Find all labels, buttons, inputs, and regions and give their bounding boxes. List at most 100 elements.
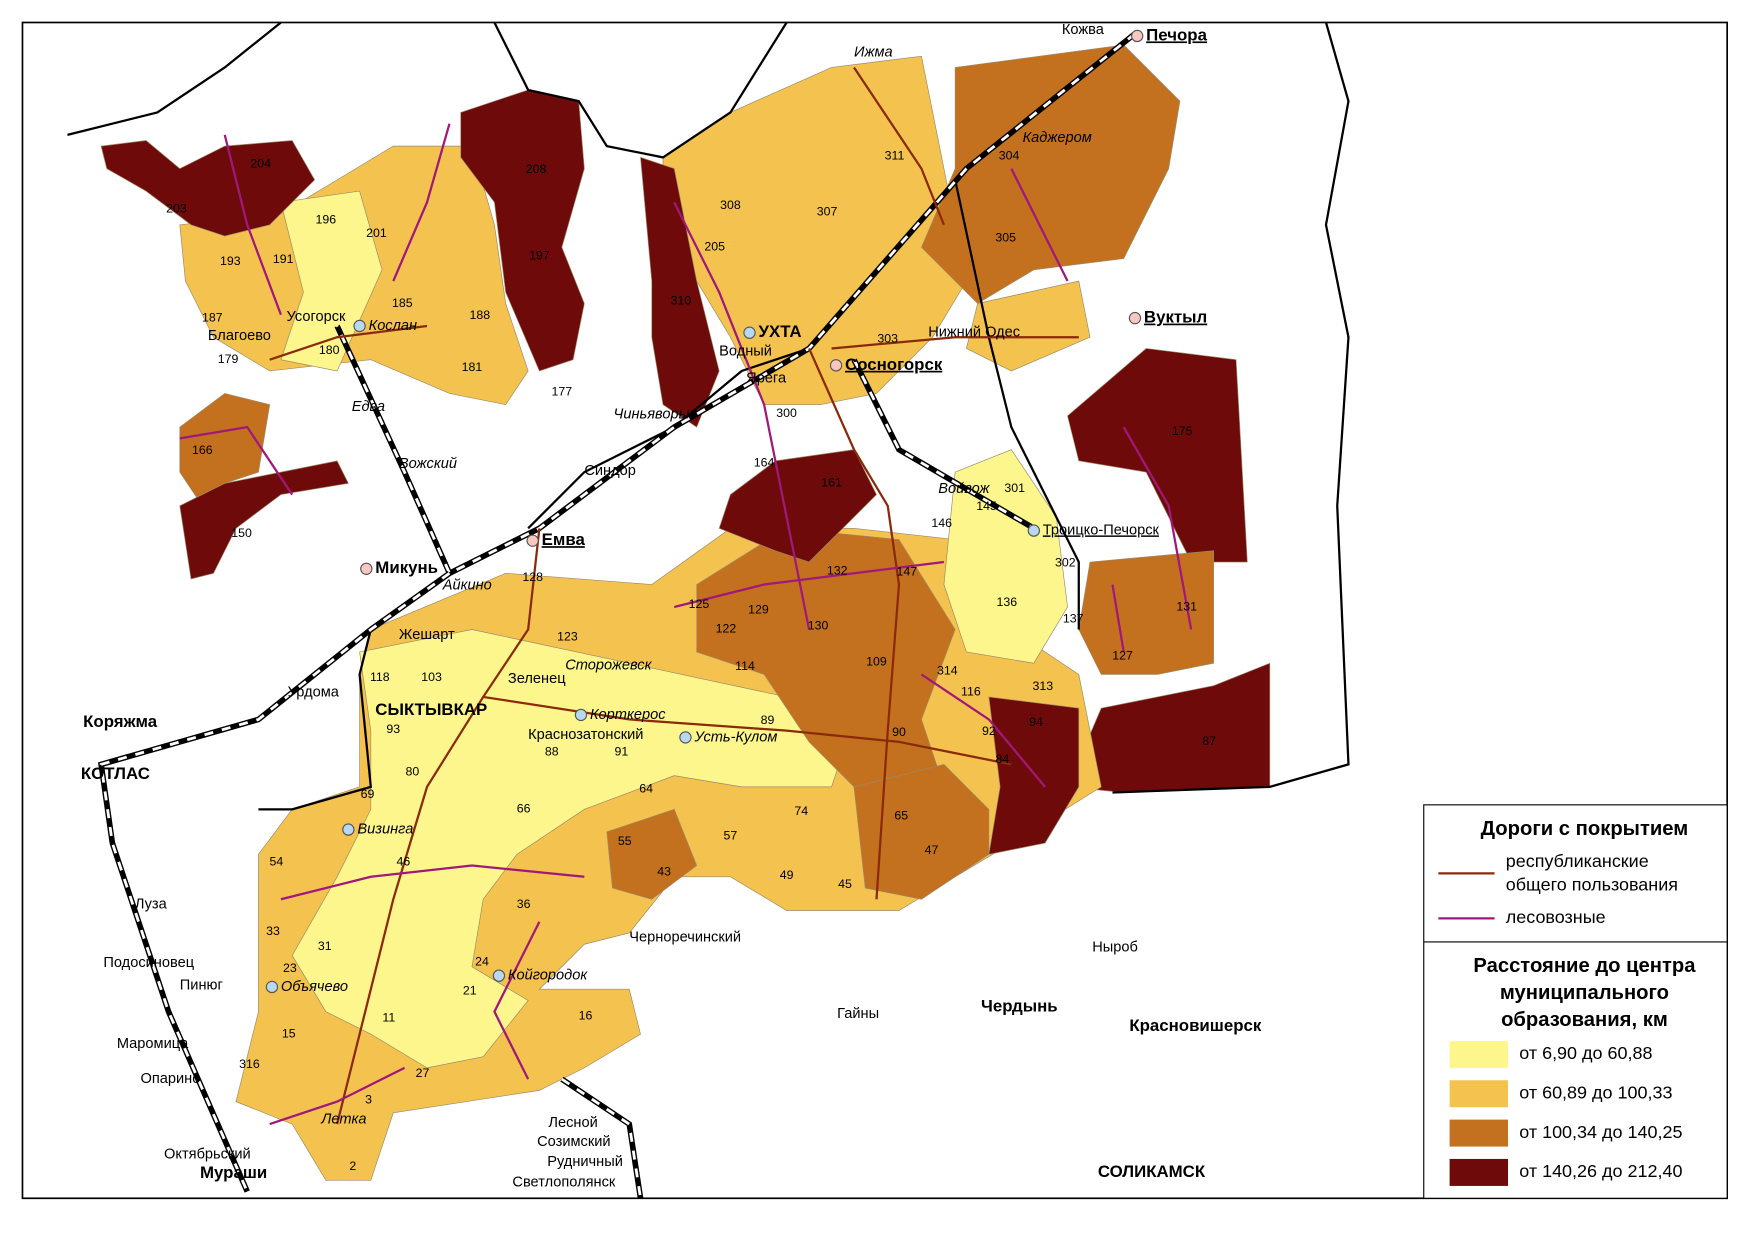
- road: [673, 560, 945, 609]
- zone-label: 201: [366, 226, 387, 240]
- city-label: Краснозатонский: [528, 727, 643, 743]
- zone-label: 94: [1029, 715, 1043, 729]
- zone-label: 23: [283, 961, 297, 975]
- city-marker: [1128, 311, 1142, 325]
- legend-label: от 60,89 до 100,33: [1519, 1082, 1672, 1102]
- zone-label: 92: [982, 724, 996, 738]
- city-label: Вуктыл: [1144, 308, 1207, 327]
- city-label: Печора: [1146, 25, 1207, 44]
- zone-label: 93: [386, 722, 400, 736]
- zone-label: 118: [370, 670, 390, 684]
- zone-label: 127: [1112, 649, 1133, 663]
- zone-label: 84: [995, 752, 1009, 766]
- road: [853, 66, 945, 226]
- zone-label: 64: [639, 781, 653, 795]
- city-label: Усогорск: [287, 309, 346, 325]
- road: [1122, 426, 1193, 630]
- city-label: Айкино: [442, 578, 492, 594]
- railway: [335, 32, 1136, 576]
- zone-label: 2: [349, 1159, 356, 1173]
- road: [179, 425, 294, 496]
- legend-label: от 100,34 до 140,25: [1519, 1122, 1682, 1142]
- railway: [99, 572, 451, 1193]
- road: [269, 1066, 406, 1126]
- zone-label: 150: [231, 526, 252, 540]
- zone-label: 166: [192, 443, 213, 457]
- legend-title: Расстояние до центра: [1473, 955, 1696, 977]
- zone-label: 307: [817, 205, 838, 219]
- city-label: Чиньяворык: [614, 407, 698, 423]
- road: [673, 201, 811, 630]
- zone-label: 3: [365, 1093, 372, 1107]
- region: [988, 696, 1080, 855]
- zone-label: 136: [997, 595, 1018, 609]
- city-marker: [1027, 524, 1041, 537]
- zone-label: 204: [250, 156, 271, 170]
- labels: 204 203 196 201 208 193 191 185 188 187 179 180 181 1…: [81, 22, 1262, 1190]
- zone-label: 47: [925, 843, 939, 857]
- city-marker: [342, 823, 355, 836]
- zone-label: 43: [657, 865, 671, 879]
- city-marker: [829, 359, 843, 372]
- city-label: Кожва: [1062, 22, 1105, 38]
- zone-label: 88: [545, 744, 559, 758]
- city-label: Маромица: [117, 1036, 189, 1052]
- road: [1010, 168, 1069, 282]
- city-marker: [679, 731, 692, 744]
- zone-label: 188: [470, 308, 491, 322]
- roads: [98, 31, 1193, 1199]
- road: [223, 134, 282, 316]
- road: [808, 348, 901, 900]
- zone-label: 197: [529, 249, 550, 263]
- city-label: Вожский: [399, 456, 457, 472]
- legend-swatch: [1449, 1119, 1509, 1147]
- zone-label: 185: [392, 296, 413, 310]
- city-label: Синдор: [584, 463, 636, 479]
- city-label: СЫКТЫВКАР: [375, 700, 487, 719]
- legend-label: от 140,26 до 212,40: [1519, 1161, 1682, 1181]
- city-label: Микунь: [375, 558, 438, 577]
- zone-label: 128: [522, 570, 543, 584]
- city-label: Усть-Кулом: [693, 729, 777, 745]
- city-label: Ижма: [854, 45, 893, 61]
- zone-label: 301: [1004, 481, 1025, 495]
- zone-label: 180: [319, 343, 340, 357]
- city-label: Опарино: [140, 1071, 200, 1087]
- zone-label: 123: [557, 630, 578, 644]
- legend-label: республиканские: [1506, 851, 1649, 871]
- zone-label: 196: [316, 213, 337, 227]
- zone-label: 24: [475, 954, 489, 968]
- zone-label: 21: [463, 984, 477, 998]
- zone-label: 49: [780, 868, 794, 882]
- zone-label: 303: [877, 332, 898, 346]
- zone-label: 205: [704, 240, 725, 254]
- city-marker: [574, 708, 588, 722]
- city-label: Лесной: [548, 1115, 597, 1131]
- city-marker: [353, 319, 366, 333]
- city-marker: [360, 562, 373, 575]
- zone-label: 310: [671, 294, 692, 308]
- boundary: [1112, 22, 1350, 794]
- city-label: Гайны: [837, 1006, 879, 1022]
- zone-label: 164: [754, 455, 775, 469]
- city-label: Кослан: [369, 318, 417, 334]
- city-label: Светлополянск: [512, 1174, 615, 1190]
- road: [920, 673, 1046, 788]
- railway: [561, 1077, 642, 1199]
- city-label: Зеленец: [508, 671, 566, 687]
- city-label: УХТА: [759, 322, 802, 341]
- zone-label: 316: [239, 1057, 260, 1071]
- zone-label: 114: [735, 659, 755, 673]
- zone-label: 57: [724, 829, 738, 843]
- city-label: Урдома: [288, 684, 340, 700]
- zone-label: 15: [282, 1026, 296, 1040]
- city-label: Водный: [719, 344, 772, 360]
- zone-label: 74: [794, 804, 808, 818]
- city-marker: [492, 969, 506, 982]
- zone-label: 33: [266, 924, 280, 938]
- zone-label: 304: [999, 149, 1020, 163]
- city-label: Объячево: [281, 979, 348, 995]
- city-label: Визинга: [357, 821, 413, 837]
- city-marker: [743, 326, 756, 339]
